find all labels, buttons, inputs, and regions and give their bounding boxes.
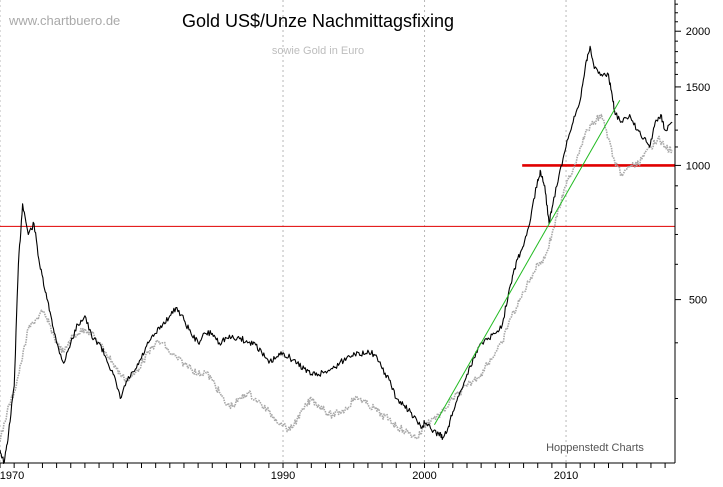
y-tick-label-1500: 1500: [686, 82, 710, 94]
source-label: Hoppenstedt Charts: [546, 442, 644, 454]
grid-lines: [0, 0, 567, 463]
y-tick-label-1000: 1000: [686, 160, 710, 172]
x-axis: 1970 1990 2000 2010: [0, 463, 666, 482]
x-tick-label-2010: 2010: [554, 470, 578, 482]
series-line-gold-usd: [0, 45, 673, 465]
chart-subtitle: sowie Gold in Euro: [272, 45, 364, 57]
x-tick-label-2000: 2000: [412, 470, 436, 482]
trendline: [433, 100, 621, 425]
horizontal-lines: [0, 164, 675, 227]
chart-title: Gold US$/Unze Nachmittagsfixing: [182, 11, 454, 31]
x-tick-label-1970: 1970: [0, 470, 24, 482]
trendline-layer: [433, 100, 621, 425]
series-layer: [0, 45, 673, 465]
series-line-gold-eur: [0, 113, 673, 442]
y-axis: 500 1000 1500 2000: [675, 3, 710, 400]
y-tick-label-500: 500: [689, 295, 707, 307]
watermark: www.chartbuero.de: [8, 13, 120, 28]
x-tick-label-1990: 1990: [271, 470, 295, 482]
y-tick-label-2000: 2000: [686, 26, 710, 38]
